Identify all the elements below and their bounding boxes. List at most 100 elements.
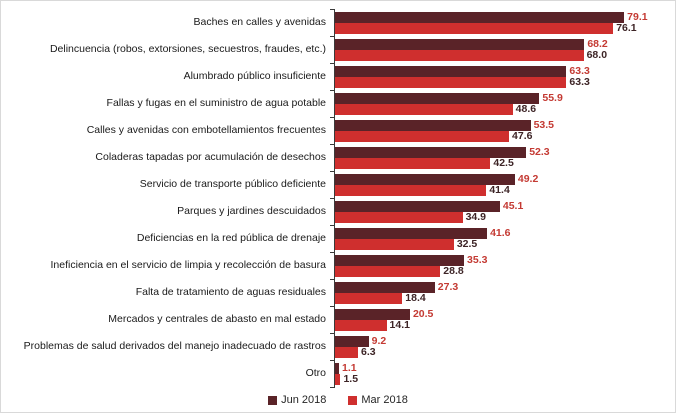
category-label: Fallas y fugas en el suministro de agua … [106,97,326,109]
bar-value-label: 41.6 [490,226,511,239]
bar [335,373,341,385]
bar-line: 35.3 [335,253,675,266]
bar-value-label: 48.6 [515,102,537,115]
bar-line: 42.5 [335,156,675,169]
bar [335,173,515,185]
category-label: Otro [305,367,326,379]
category-label: Falta de tratamiento de aguas residuales [135,286,326,298]
category-row: Falta de tratamiento de aguas residuales… [1,278,675,306]
bar-value-label: 9.2 [371,334,387,347]
category-row: Fallas y fugas en el suministro de agua … [1,89,675,117]
bar-line: 6.3 [335,345,675,358]
category-label: Problemas de salud derivados del manejo … [23,340,326,352]
bar [335,49,584,61]
bar-value-label: 49.2 [517,172,539,185]
bar [335,238,454,250]
bar [335,346,359,358]
bar-value-label: 79.1 [627,10,648,23]
legend-item-jun-2018: Jun 2018 [268,394,326,406]
bar-line: 27.3 [335,280,675,293]
category-label: Servicio de transporte público deficient… [139,178,326,190]
bar-group: 63.3 63.3 [330,62,675,90]
bar-line: 20.5 [335,307,675,320]
bar-value-label: 76.1 [616,21,637,34]
bar [335,265,441,277]
legend: Jun 2018 Mar 2018 [1,394,675,406]
bar-line: 68.2 [335,38,675,50]
bar-line: 76.1 [335,21,675,34]
bar-value-label: 42.5 [493,156,514,169]
category-row: Delincuencia (robos, extorsiones, secues… [1,35,675,63]
category-row: Baches en calles y avenidas 79.1 76.1 [1,8,675,36]
bar-value-label: 20.5 [412,307,434,320]
bar-group: 35.3 28.8 [330,251,675,279]
bar-value-label: 34.9 [465,210,487,223]
bar-group: 1.1 1.5 [330,359,675,388]
category-label: Coladeras tapadas por acumulación de des… [95,151,326,163]
bar-group: 55.9 48.6 [330,89,675,117]
bar-group: 52.3 42.5 [330,143,675,171]
bar-group: 20.5 14.1 [330,305,675,333]
category-label: Deficiencias en la red pública de drenaj… [136,232,326,244]
bar-line: 49.2 [335,172,675,185]
bar [335,92,540,104]
category-row: Parques y jardines descuidados 45.1 34.9 [1,197,675,225]
bar [335,76,567,88]
category-row: Deficiencias en la red pública de drenaj… [1,224,675,252]
bar-line: 32.5 [335,238,675,250]
category-row: Problemas de salud derivados del manejo … [1,332,675,360]
category-label: Alumbrado público insuficiente [183,70,326,82]
bar-value-label: 35.3 [467,253,488,266]
category-row: Calles y avenidas con embotellamientos f… [1,116,675,144]
bar-value-label: 14.1 [389,318,410,331]
bar-group: 9.2 6.3 [330,332,675,360]
bar-line: 14.1 [335,318,675,331]
bar-line: 1.1 [335,361,675,374]
bar-value-label: 63.3 [569,75,590,88]
bar [335,362,340,374]
category-row: Alumbrado público insuficiente 63.3 63.3 [1,62,675,90]
bar-line: 52.3 [335,145,675,158]
bar-line: 48.6 [335,102,675,115]
chart-rows: Baches en calles y avenidas 79.1 76.1 De… [1,8,675,388]
bar-value-label: 45.1 [502,199,524,212]
mar-2018-swatch-icon [348,395,358,405]
bar-line: 45.1 [335,199,675,212]
bar [335,11,625,23]
bar-group: 45.1 34.9 [330,197,675,225]
bar [335,335,369,347]
bar-line: 63.3 [335,75,675,88]
bar-value-label: 41.4 [489,183,510,196]
bar-value-label: 27.3 [437,280,459,293]
bar [335,292,403,304]
category-row: Servicio de transporte público deficient… [1,170,675,198]
bar-value-label: 53.5 [533,118,555,131]
bar-value-label: 6.3 [361,345,376,358]
bar-value-label: 63.3 [569,64,590,77]
bar [335,281,435,293]
bar [335,200,500,212]
legend-item-mar-2018: Mar 2018 [348,394,408,406]
bar-value-label: 68.0 [586,48,608,61]
bar [335,103,513,115]
category-label: Mercados y centrales de abasto en mal es… [108,313,326,325]
category-label: Calles y avenidas con embotellamientos f… [86,124,326,136]
category-row: Otro 1.1 1.5 [1,359,675,388]
bar-value-label: 1.5 [343,372,359,385]
category-row: Mercados y centrales de abasto en mal es… [1,305,675,333]
bar [335,254,465,266]
bar-value-label: 52.3 [529,145,550,158]
bar [335,146,527,158]
bar-line: 68.0 [335,48,675,61]
bar-value-label: 28.8 [443,264,464,277]
bar-value-label: 1.1 [342,361,357,374]
bar-line: 34.9 [335,210,675,223]
legend-label: Mar 2018 [361,394,408,406]
bar-line: 18.4 [335,291,675,304]
bar [335,308,410,320]
category-label: Delincuencia (robos, extorsiones, secues… [49,43,326,55]
bar-value-label: 18.4 [405,291,426,304]
bar-line: 53.5 [335,118,675,131]
bar-group: 41.6 32.5 [330,224,675,252]
